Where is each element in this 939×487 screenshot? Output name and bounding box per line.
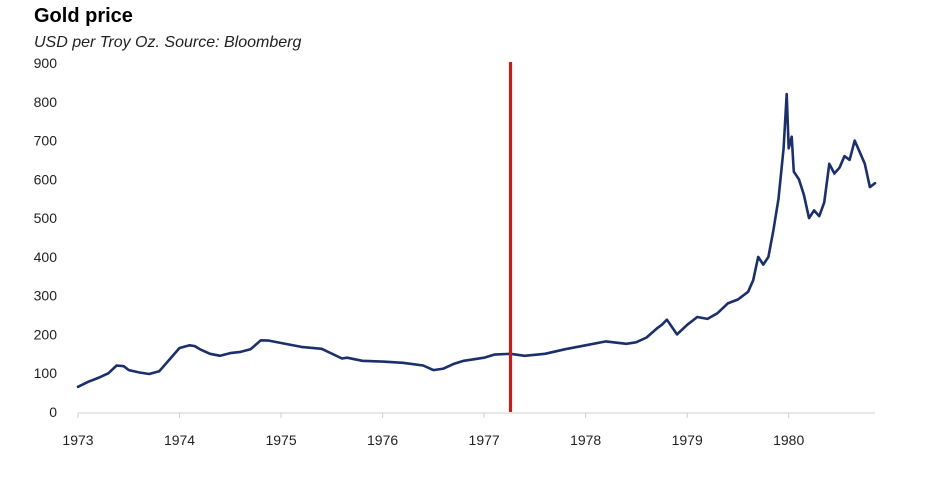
x-tick-label: 1976: [367, 432, 398, 448]
y-tick-label: 400: [34, 249, 58, 265]
y-tick-label: 500: [34, 210, 58, 226]
y-tick-label: 0: [49, 404, 57, 420]
chart-title: Gold price: [34, 5, 133, 27]
x-tick-label: 1978: [570, 432, 601, 448]
x-tick-label: 1977: [469, 432, 500, 448]
y-tick-label: 800: [34, 94, 58, 110]
x-tick-label: 1975: [265, 432, 296, 448]
x-tick-label: 1974: [164, 432, 195, 448]
x-tick-label: 1979: [672, 432, 703, 448]
x-tick-label: 1980: [773, 432, 804, 448]
chart-subtitle: USD per Troy Oz. Source: Bloomberg: [34, 34, 302, 51]
y-tick-label: 200: [34, 326, 58, 342]
series-line-gold-price: [76, 92, 877, 389]
y-axis-tick-labels: 0 100 200 300 400 500 600 700 800 900: [34, 55, 58, 420]
x-axis-tick-marks: [77, 413, 790, 418]
x-axis-tick-labels: 1973 1974 1975 1976 1977 1978 1979 1980: [62, 432, 804, 448]
x-tick-label: 1973: [62, 432, 93, 448]
y-tick-label: 700: [34, 133, 58, 149]
y-tick-label: 600: [34, 171, 58, 187]
y-tick-label: 300: [34, 288, 58, 304]
y-tick-label: 100: [34, 365, 58, 381]
y-tick-label: 900: [34, 55, 58, 71]
